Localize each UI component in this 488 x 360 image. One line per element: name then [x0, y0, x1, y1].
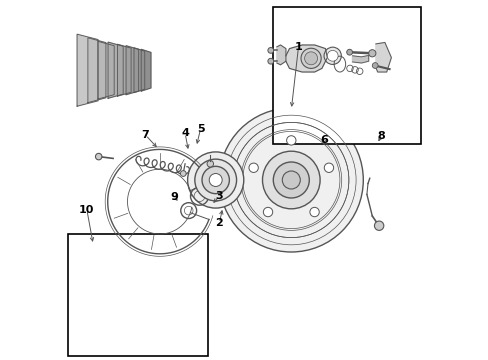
Circle shape [267, 58, 273, 64]
Circle shape [309, 207, 319, 217]
Circle shape [368, 50, 375, 57]
Circle shape [248, 163, 258, 172]
Text: 3: 3 [215, 191, 223, 201]
Circle shape [206, 161, 213, 167]
Circle shape [324, 47, 341, 64]
Bar [68, 234, 208, 356]
Circle shape [374, 221, 383, 230]
Circle shape [324, 163, 333, 172]
Text: 2: 2 [215, 218, 223, 228]
Polygon shape [134, 48, 144, 93]
Polygon shape [126, 46, 139, 95]
Circle shape [180, 171, 186, 176]
Text: 9: 9 [170, 192, 178, 202]
Text: 5: 5 [196, 124, 204, 134]
Circle shape [267, 48, 273, 53]
Circle shape [346, 49, 352, 55]
Polygon shape [88, 38, 106, 103]
Polygon shape [375, 42, 390, 72]
Polygon shape [276, 45, 285, 65]
Text: 10: 10 [79, 204, 94, 215]
Polygon shape [117, 44, 131, 96]
Polygon shape [77, 34, 98, 106]
Text: 8: 8 [377, 131, 385, 141]
Circle shape [187, 152, 244, 208]
Circle shape [194, 159, 236, 201]
Text: 6: 6 [319, 135, 327, 145]
Polygon shape [108, 42, 123, 98]
Circle shape [273, 162, 309, 198]
Circle shape [301, 48, 321, 68]
Circle shape [219, 108, 363, 252]
Text: 1: 1 [294, 42, 302, 52]
Circle shape [304, 52, 317, 65]
Polygon shape [285, 45, 326, 72]
Text: 7: 7 [142, 130, 149, 140]
Text: 4: 4 [181, 128, 189, 138]
Polygon shape [352, 55, 368, 63]
Circle shape [371, 63, 377, 68]
Circle shape [263, 207, 272, 217]
Circle shape [282, 171, 300, 189]
Circle shape [95, 153, 102, 160]
Circle shape [326, 50, 337, 61]
Circle shape [262, 151, 320, 209]
Polygon shape [98, 41, 114, 99]
Bar [273, 7, 420, 144]
Circle shape [202, 166, 229, 194]
Circle shape [286, 136, 295, 145]
Polygon shape [141, 49, 151, 91]
Circle shape [209, 174, 222, 186]
